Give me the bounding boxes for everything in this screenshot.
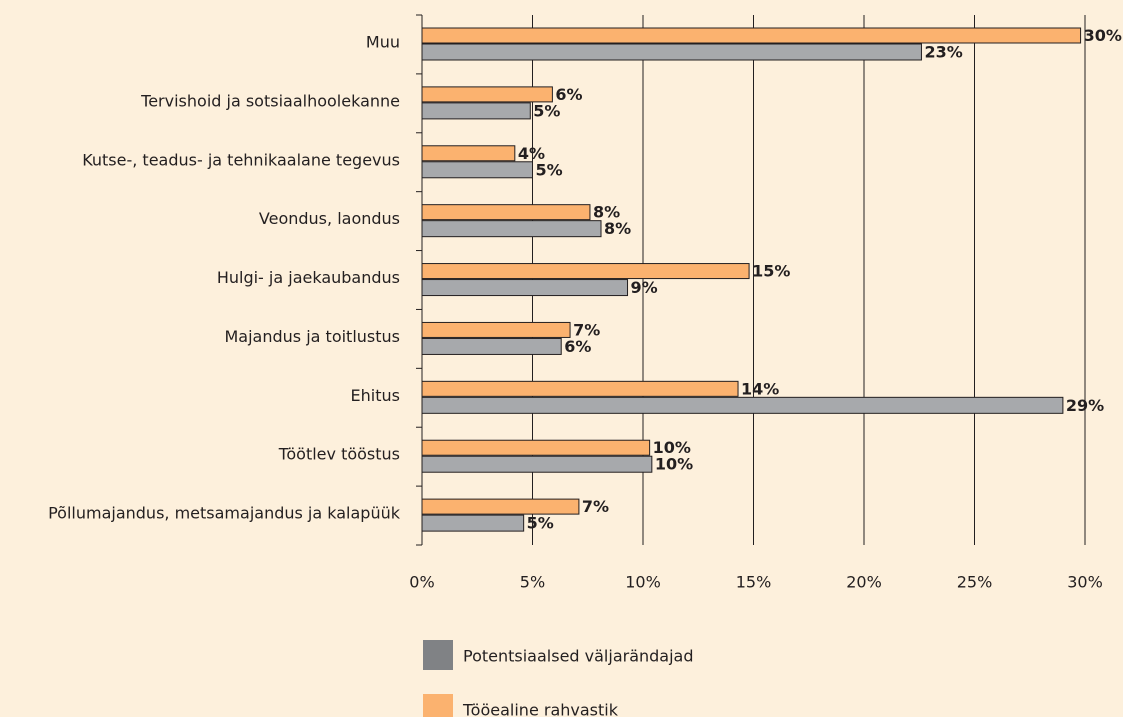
value-label: 6% (555, 85, 582, 104)
value-label: 8% (604, 219, 631, 238)
category-label: Muu (366, 33, 400, 52)
bar (421, 204, 591, 221)
value-label: 29% (1066, 396, 1104, 415)
value-label: 5% (536, 160, 563, 179)
legend-label: Potentsiaalsed väljarändajad (463, 647, 694, 666)
x-tick-label: 20% (846, 573, 882, 592)
legend-swatch (423, 694, 453, 717)
value-label: 23% (924, 43, 962, 62)
bar (421, 161, 533, 179)
bar (421, 455, 653, 473)
value-label: 15% (752, 262, 790, 281)
value-label: 5% (527, 514, 554, 533)
category-label: Veondus, laondus (259, 209, 400, 228)
bar (421, 321, 571, 338)
bar (421, 498, 580, 515)
x-tick-label: 30% (1067, 573, 1103, 592)
value-label: 8% (593, 203, 620, 222)
value-label: 10% (655, 455, 693, 474)
value-label: 7% (582, 497, 609, 516)
value-label: 14% (741, 379, 779, 398)
bar (421, 145, 516, 162)
category-label: Majandus ja toitlustus (224, 327, 400, 346)
value-label: 4% (518, 144, 545, 163)
bar (421, 263, 750, 280)
legend-swatch (423, 640, 453, 670)
bar (421, 220, 602, 238)
bar (421, 337, 562, 355)
bar (421, 27, 1082, 44)
bar (421, 380, 739, 397)
value-label: 10% (653, 438, 691, 457)
bar (421, 514, 525, 532)
category-label: Tervishoid ja sotsiaalhoolekanne (140, 91, 400, 110)
bar (421, 279, 629, 297)
bar (421, 439, 651, 456)
category-label: Kutse-, teadus- ja tehnikaalane tegevus (82, 150, 400, 169)
x-tick-label: 25% (957, 573, 993, 592)
value-label: 6% (564, 337, 591, 356)
value-label: 5% (533, 101, 560, 120)
x-tick-label: 15% (736, 573, 772, 592)
bar (421, 102, 531, 120)
legend-label: Tööealine rahvastik (462, 701, 619, 717)
category-label: Ehitus (351, 386, 400, 405)
bar (421, 396, 1064, 414)
value-label: 7% (573, 320, 600, 339)
value-label: 9% (631, 278, 658, 297)
bar (421, 43, 922, 61)
x-tick-label: 10% (625, 573, 661, 592)
value-label: 30% (1084, 26, 1122, 45)
category-label: Põllumajandus, metsamajandus ja kalapüük (48, 504, 401, 523)
x-tick-label: 5% (520, 573, 545, 592)
category-label: Hulgi- ja jaekaubandus (217, 268, 400, 287)
category-label: Töötlev tööstus (278, 445, 400, 464)
bar (421, 86, 553, 103)
x-tick-label: 0% (409, 573, 434, 592)
